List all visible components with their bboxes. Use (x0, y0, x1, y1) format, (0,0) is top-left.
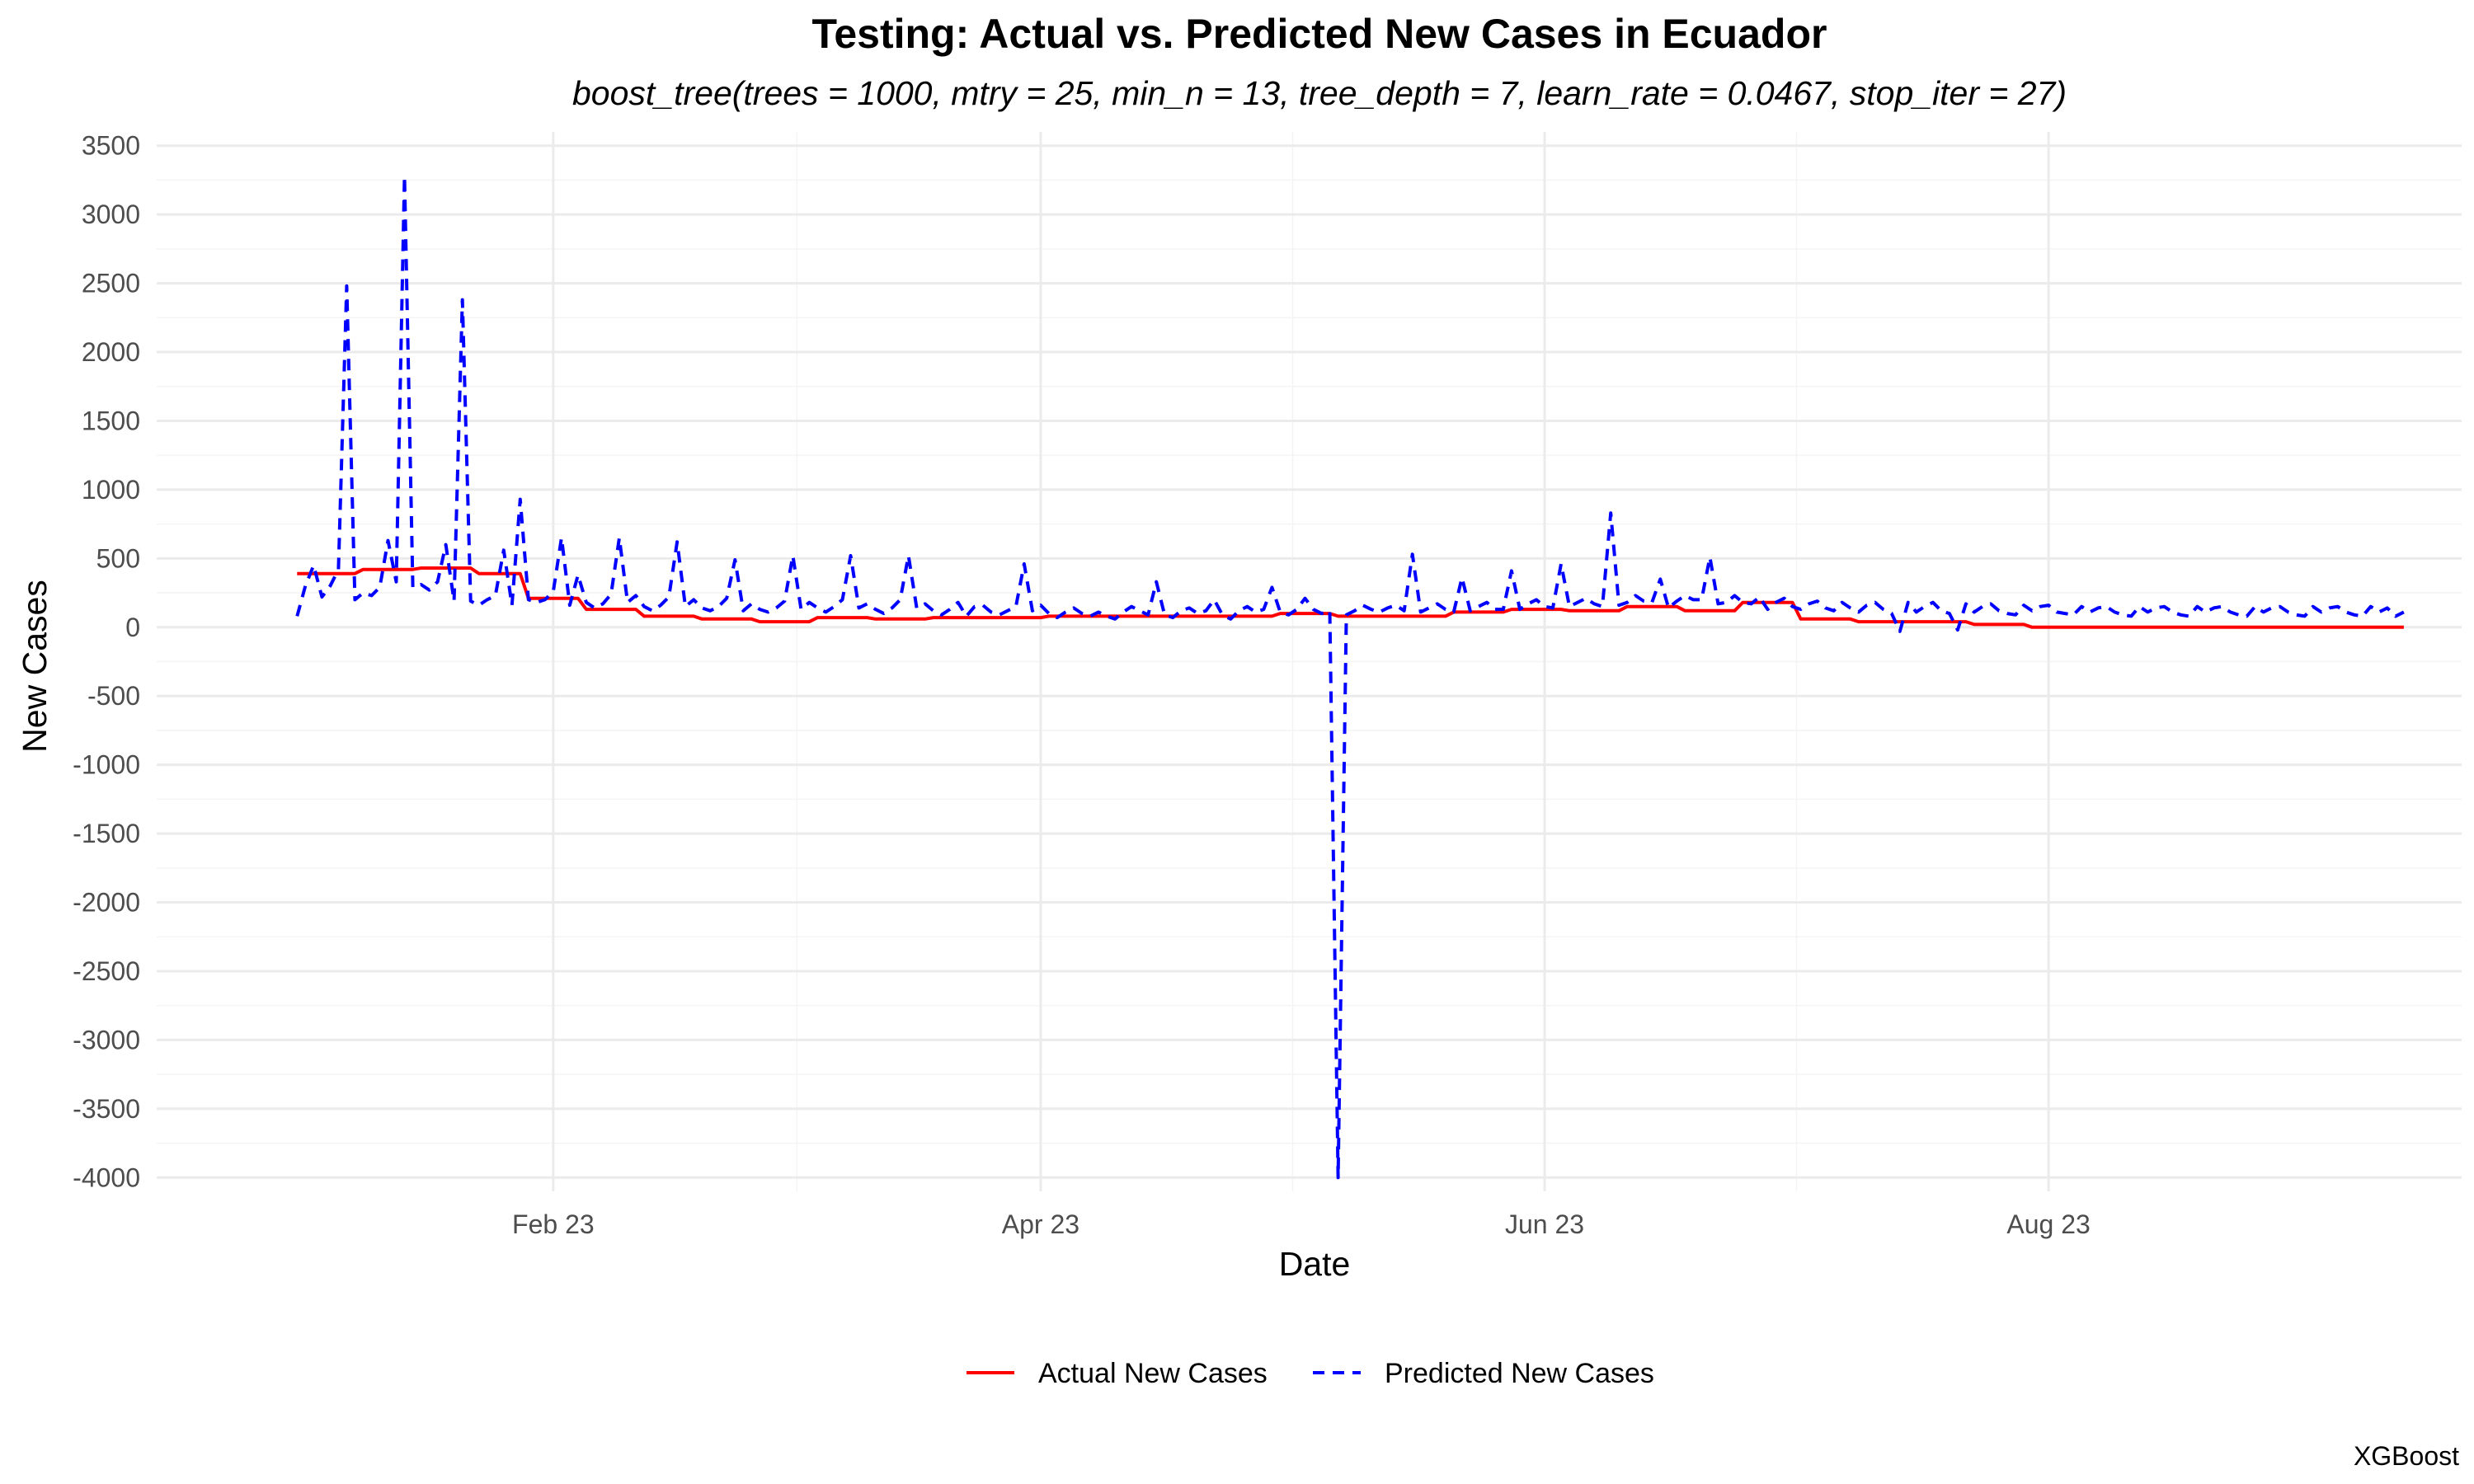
x-tick-label: Aug 23 (2006, 1209, 2090, 1239)
series-line-actual-new-cases (297, 566, 2404, 629)
y-tick-label: 1000 (82, 475, 140, 505)
y-tick-label: 3500 (82, 131, 140, 161)
chart-title: Testing: Actual vs. Predicted New Cases … (812, 11, 1827, 57)
y-tick-label: 1500 (82, 406, 140, 435)
y-tick-label: -2500 (73, 956, 140, 986)
legend-label-actual-new-cases: Actual New Cases (1038, 1358, 1268, 1389)
series-layer (295, 174, 2405, 1180)
y-tick-label: 500 (96, 543, 140, 573)
grid-layer (157, 132, 2462, 1191)
y-axis-ticks: 3500 3000 2500 2000 1500 1000 500 0 -500 -1000 -15… (73, 131, 140, 1193)
legend: Actual New Cases Predicted New Cases (967, 1358, 1654, 1389)
y-tick-label: -500 (87, 681, 140, 711)
y-tick-label: 0 (125, 613, 140, 642)
y-tick-label: 2500 (82, 269, 140, 298)
x-tick-label: Apr 23 (1002, 1209, 1079, 1239)
x-axis-title: Date (1279, 1245, 1351, 1283)
y-tick-label: 2000 (82, 337, 140, 367)
x-axis-ticks: Feb 23 Apr 23 Jun 23 Aug 23 (512, 1209, 2091, 1239)
y-tick-label: -1000 (73, 750, 140, 780)
y-tick-label: -2000 (73, 888, 140, 918)
series-line-predicted-new-cases (295, 174, 2405, 1180)
chart-caption: XGBoost (2354, 1441, 2459, 1471)
chart-subtitle: boost_tree(trees = 1000, mtry = 25, min_… (572, 74, 2067, 112)
y-tick-label: -3500 (73, 1094, 140, 1124)
y-tick-label: -1500 (73, 819, 140, 848)
y-tick-label: -4000 (73, 1162, 140, 1192)
x-tick-label: Feb 23 (512, 1209, 595, 1239)
y-tick-label: -3000 (73, 1025, 140, 1054)
legend-label-predicted-new-cases: Predicted New Cases (1385, 1358, 1654, 1389)
y-tick-label: 3000 (82, 200, 140, 229)
x-tick-label: Jun 23 (1505, 1209, 1584, 1239)
y-axis-title: New Cases (16, 580, 54, 753)
